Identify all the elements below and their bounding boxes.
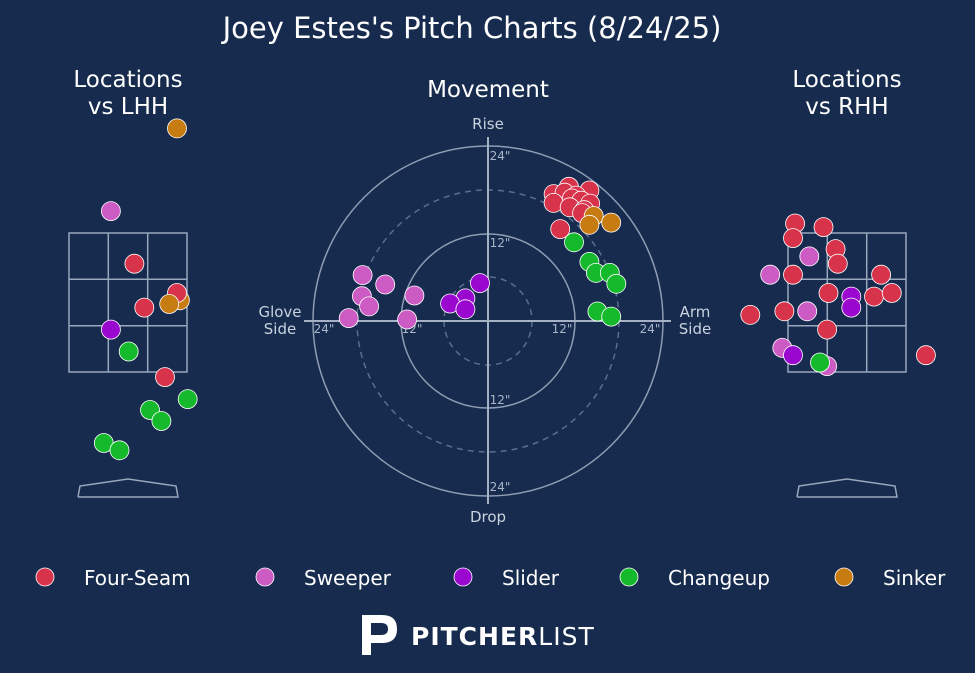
brand-light-part: LIST	[538, 622, 594, 651]
ring-label-left-24: 24"	[314, 322, 335, 336]
movement-pitch-slider-26	[455, 299, 476, 320]
pitcherlist-wordmark: PITCHERLIST	[411, 622, 595, 651]
movement-panel: Movement Rise Drop Glove Side Arm Side 2…	[258, 77, 711, 526]
lhh-pitch-slider-7	[101, 319, 121, 340]
movement-pitch-sweeper-33	[397, 309, 418, 330]
chart-title: Joey Estes's Pitch Charts (8/24/25)	[221, 11, 722, 45]
pitcherlist-logo-icon	[362, 615, 397, 655]
rhh-pitch-sweeper-16	[797, 301, 818, 322]
movement-pitch-changeup-16	[564, 232, 584, 253]
lhh-panel-title-line1: Locations	[73, 67, 182, 93]
rhh-pitch-four-seam-14	[740, 304, 761, 325]
lhh-pitch-sinker-6	[159, 294, 180, 314]
movement-pitch-sweeper-27	[352, 265, 373, 286]
rhh-pitch-four-seam-17	[817, 319, 837, 340]
lhh-pitch-four-seam-9	[155, 367, 175, 388]
legend-label-sinker: Sinker	[883, 566, 946, 590]
rhh-pitch-four-seam-7	[783, 264, 803, 285]
rhh-pitch-slider-19	[783, 345, 803, 366]
lhh-panel-title-line2: vs LHH	[88, 94, 168, 120]
legend-item-changeup: Changeup	[619, 566, 770, 590]
legend-item-slider: Slider	[453, 566, 560, 590]
rhh-pitch-four-seam-10	[864, 286, 884, 307]
lhh-pitch-changeup-10	[177, 389, 198, 410]
rhh-pitch-sweeper-6	[760, 264, 781, 285]
legend-label-sweeper: Sweeper	[304, 566, 392, 590]
ring-label-bottom-24: 24"	[490, 480, 511, 494]
movement-pitch-sinker-15	[601, 212, 622, 233]
rhh-pitch-four-seam-15	[774, 301, 795, 322]
rhh-panel-title-line1: Locations	[792, 67, 901, 93]
legend-marker-sweeper	[255, 567, 275, 587]
locations-vs-lhh-panel: Locations vs LHH	[68, 67, 198, 498]
movement-axis-glove-line2: Side	[264, 320, 296, 338]
rhh-pitch-four-seam-2	[783, 228, 803, 249]
movement-axis-arm-line1: Arm	[680, 303, 711, 321]
locations-vs-rhh-panel: Locations vs RHH	[740, 67, 936, 498]
movement-pitch-changeup-20	[606, 273, 627, 294]
lhh-pitch-points	[93, 118, 198, 461]
pitcherlist-logo: PITCHERLIST	[362, 615, 595, 655]
ring-label-top-24: 24"	[490, 149, 511, 163]
lhh-home-plate	[77, 478, 179, 498]
lhh-pitch-four-seam-5	[134, 297, 155, 318]
legend-marker-sinker	[834, 567, 854, 587]
rhh-pitch-changeup-21	[810, 352, 830, 373]
lhh-pitch-changeup-8	[118, 341, 139, 362]
movement-pitch-slider-23	[470, 273, 490, 294]
legend-item-sweeper: Sweeper	[255, 566, 392, 590]
rhh-pitch-four-seam-11	[881, 283, 902, 303]
rhh-pitch-points	[740, 213, 936, 377]
legend: Four-Seam Sweeper Slider Changeup Sinker	[35, 566, 946, 590]
rhh-home-plate	[796, 478, 898, 498]
lhh-pitch-four-seam-2	[124, 253, 145, 274]
movement-pitch-sweeper-32	[338, 308, 359, 329]
movement-pitch-sweeper-31	[359, 296, 380, 317]
lhh-pitch-sweeper-1	[101, 201, 121, 222]
legend-marker-four-seam	[35, 567, 55, 587]
ring-label-bottom-12: 12"	[490, 393, 511, 407]
rhh-pitch-four-seam-22	[916, 345, 936, 366]
movement-axis-glove-line1: Glove	[258, 303, 301, 321]
ring-label-top-12: 12"	[490, 236, 511, 250]
rhh-pitch-four-seam-9	[818, 283, 839, 303]
movement-pitch-four-seam-12	[550, 219, 571, 240]
legend-item-four-seam: Four-Seam	[35, 566, 191, 590]
rhh-pitch-four-seam-1	[813, 217, 834, 238]
movement-pitch-changeup-22	[601, 306, 622, 327]
lhh-pitch-changeup-12	[151, 411, 172, 431]
movement-panel-title: Movement	[427, 77, 549, 103]
rhh-strike-zone	[787, 232, 907, 373]
rhh-panel-title-line2: vs RHH	[805, 94, 888, 120]
legend-label-slider: Slider	[502, 566, 560, 590]
rhh-pitch-sweeper-5	[799, 246, 820, 267]
legend-label-four-seam: Four-Seam	[84, 566, 191, 590]
brand-bold-part: PITCHER	[411, 622, 538, 651]
movement-pitch-sweeper-30	[404, 285, 425, 306]
rhh-pitch-four-seam-4	[827, 253, 848, 274]
movement-axis-rise: Rise	[472, 115, 504, 133]
movement-pitch-sweeper-28	[375, 274, 396, 295]
rhh-pitch-slider-13	[841, 297, 862, 318]
movement-axis-drop: Drop	[470, 508, 506, 526]
ring-label-right-12: 12"	[552, 322, 573, 336]
legend-label-changeup: Changeup	[668, 566, 770, 590]
legend-marker-changeup	[619, 567, 639, 587]
rhh-pitch-four-seam-8	[871, 264, 891, 285]
lhh-pitch-sinker-0	[167, 118, 187, 139]
lhh-pitch-changeup-14	[109, 440, 130, 461]
movement-axis-arm-line2: Side	[679, 320, 711, 338]
ring-label-right-24: 24"	[640, 322, 661, 336]
movement-pitch-sinker-14	[579, 214, 600, 235]
legend-marker-slider	[453, 567, 473, 587]
legend-item-sinker: Sinker	[834, 566, 946, 590]
movement-pitch-points	[338, 176, 627, 330]
